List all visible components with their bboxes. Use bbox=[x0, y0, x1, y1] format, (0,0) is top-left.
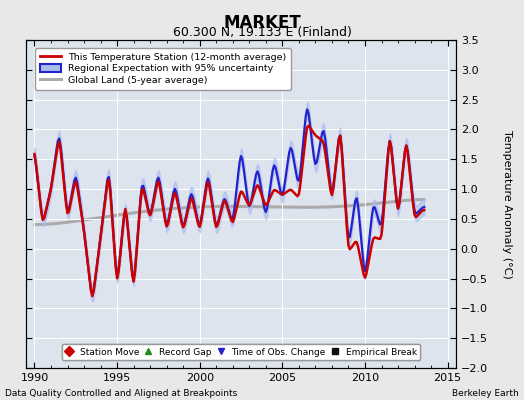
Text: MARKET: MARKET bbox=[223, 14, 301, 32]
Legend: Station Move, Record Gap, Time of Obs. Change, Empirical Break: Station Move, Record Gap, Time of Obs. C… bbox=[62, 344, 420, 360]
Y-axis label: Temperature Anomaly (°C): Temperature Anomaly (°C) bbox=[502, 130, 512, 278]
Text: Data Quality Controlled and Aligned at Breakpoints: Data Quality Controlled and Aligned at B… bbox=[5, 389, 237, 398]
Text: 60.300 N, 19.133 E (Finland): 60.300 N, 19.133 E (Finland) bbox=[172, 26, 352, 39]
Text: Berkeley Earth: Berkeley Earth bbox=[452, 389, 519, 398]
